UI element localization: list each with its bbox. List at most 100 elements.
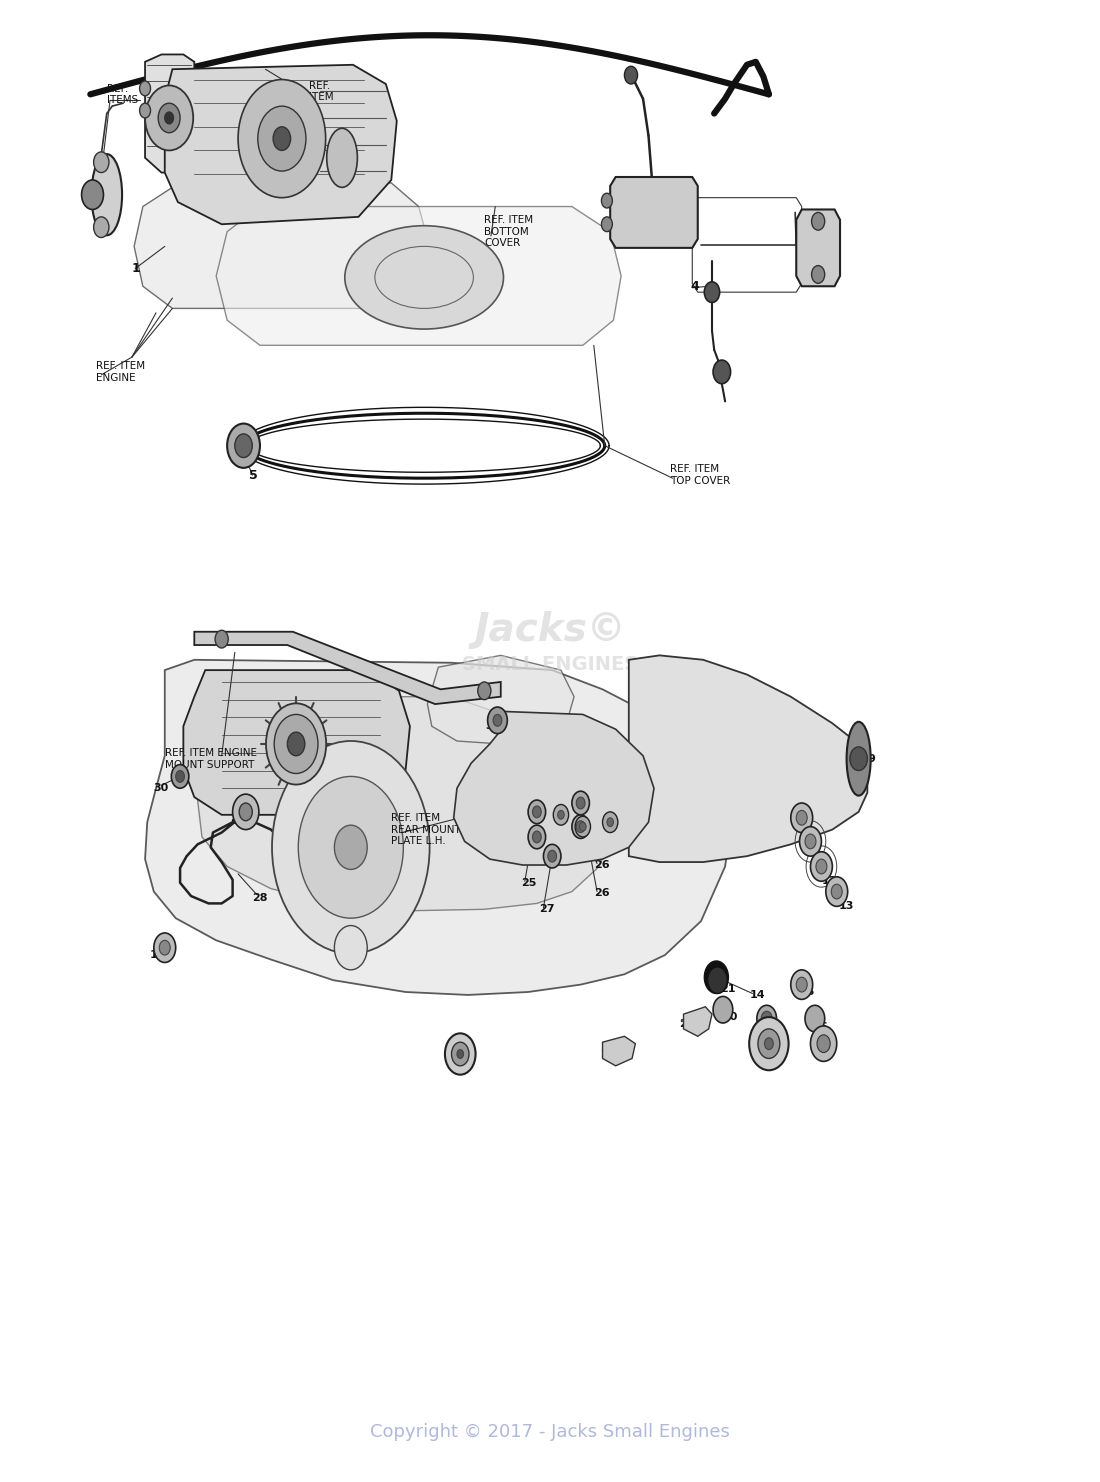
Text: 10: 10 [802,824,817,834]
Text: REF. ITEM
ENGINE: REF. ITEM ENGINE [96,362,145,382]
Text: 24: 24 [447,1057,463,1067]
Text: 25: 25 [521,848,537,858]
Text: 31: 31 [485,722,501,731]
Circle shape [145,86,194,150]
Ellipse shape [344,225,504,329]
Text: 3: 3 [813,225,822,239]
Circle shape [165,113,174,124]
Circle shape [216,630,228,648]
Text: REF. ITEM
BOTTOM
COVER: REF. ITEM BOTTOM COVER [484,215,534,247]
Circle shape [477,682,491,700]
Text: SMALL ENGINES: SMALL ENGINES [462,655,638,674]
Ellipse shape [266,704,327,784]
Circle shape [238,80,326,197]
Circle shape [493,714,502,726]
Text: 15: 15 [800,987,815,997]
Text: 6: 6 [552,821,560,831]
Text: REF. ITEM ENGINE
MOUNT SUPPORT: REF. ITEM ENGINE MOUNT SUPPORT [165,748,256,769]
Polygon shape [145,659,734,994]
Text: 7: 7 [579,830,586,840]
Ellipse shape [847,722,871,796]
Circle shape [805,1005,825,1031]
Circle shape [274,714,318,774]
Circle shape [800,827,822,857]
Text: 30: 30 [154,784,169,793]
Circle shape [298,777,404,919]
Text: 22: 22 [679,1020,694,1030]
Text: 9: 9 [868,754,876,763]
Text: 2: 2 [627,188,636,202]
Circle shape [575,817,591,837]
Circle shape [625,67,638,84]
Circle shape [487,707,507,734]
Text: 19: 19 [768,1046,783,1057]
Circle shape [812,265,825,283]
Circle shape [227,424,260,468]
Text: 23: 23 [601,1049,616,1060]
Text: 26: 26 [594,888,609,898]
Circle shape [707,966,727,993]
Text: 29: 29 [230,812,246,823]
Circle shape [704,282,719,302]
Circle shape [817,1034,830,1052]
Circle shape [528,825,546,849]
Circle shape [140,82,151,96]
Text: REF.
ITEMS: REF. ITEMS [107,83,138,105]
Circle shape [749,1017,789,1070]
Circle shape [602,216,613,231]
Text: 4: 4 [690,280,698,293]
Circle shape [543,845,561,868]
Circle shape [758,1029,780,1058]
Polygon shape [610,176,697,247]
Text: REF. ITEM
TOP COVER: REF. ITEM TOP COVER [670,464,730,486]
Text: 12: 12 [822,876,837,886]
Circle shape [704,960,728,993]
Circle shape [232,794,258,830]
Circle shape [94,216,109,237]
Circle shape [532,831,541,843]
Text: 13: 13 [839,901,855,911]
Circle shape [154,934,176,962]
Text: REF. ITEM
REAR MOUNT
PLATE L.H.: REF. ITEM REAR MOUNT PLATE L.H. [392,814,461,846]
Circle shape [553,805,569,825]
Circle shape [444,1033,475,1074]
Circle shape [832,885,843,900]
Polygon shape [796,209,840,286]
Circle shape [257,107,306,170]
Ellipse shape [91,154,122,236]
Circle shape [764,1037,773,1049]
Circle shape [811,1026,837,1061]
Text: 14: 14 [749,990,764,1000]
Circle shape [558,811,564,820]
Text: 27: 27 [539,904,554,914]
Text: REF.
ITEM: REF. ITEM [309,80,333,102]
Circle shape [456,1049,463,1058]
Circle shape [81,179,103,209]
Polygon shape [195,631,500,704]
Text: 16: 16 [813,1023,828,1033]
Circle shape [580,823,586,831]
Text: 8: 8 [607,824,615,834]
Polygon shape [629,655,868,863]
Polygon shape [217,206,622,345]
Circle shape [160,940,170,954]
Text: Jacks©: Jacks© [474,611,626,649]
Polygon shape [428,655,574,744]
Circle shape [287,732,305,756]
Text: 20: 20 [722,1012,737,1023]
Circle shape [172,765,189,788]
Circle shape [528,800,546,824]
Circle shape [816,860,827,874]
Circle shape [572,791,590,815]
Circle shape [532,806,541,818]
Circle shape [572,815,590,839]
Circle shape [812,212,825,230]
Polygon shape [134,182,430,308]
Text: REF. ITEM
LOWER
HANDLE: REF. ITEM LOWER HANDLE [629,737,678,769]
Text: 26: 26 [594,860,609,870]
Circle shape [158,104,180,133]
Polygon shape [165,65,397,224]
Circle shape [796,977,807,991]
Circle shape [713,360,730,384]
Text: 25: 25 [521,877,537,888]
